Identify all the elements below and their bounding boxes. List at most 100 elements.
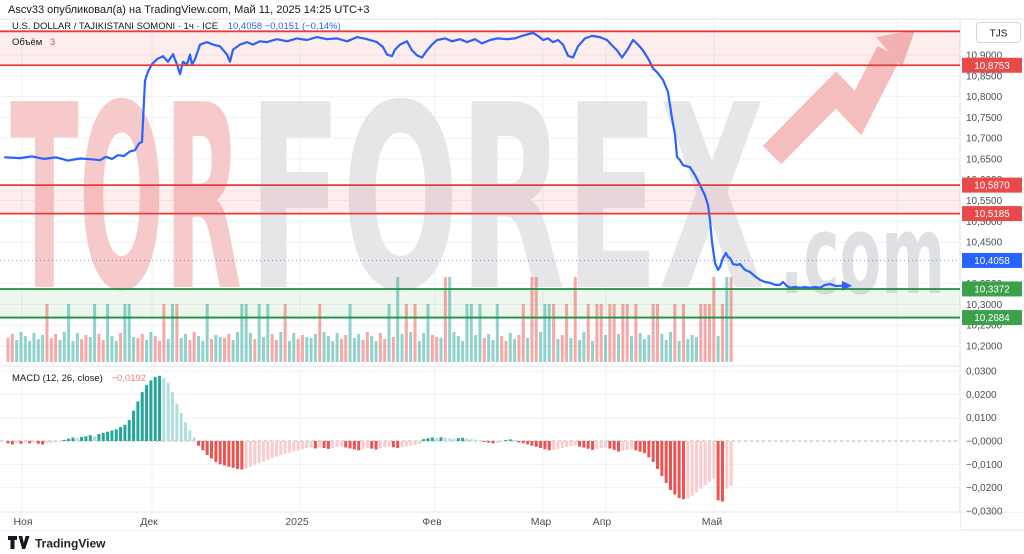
macd-tick-label: 0,0100 — [966, 413, 997, 424]
tradingview-logo[interactable]: TradingView — [8, 536, 106, 551]
macd-bar — [391, 441, 395, 448]
macd-bar — [132, 410, 136, 441]
macd-bar — [604, 441, 608, 448]
macd-legend-label: MACD (12, 26, close) — [12, 373, 103, 384]
volume-bar — [158, 341, 162, 362]
volume-bar — [84, 335, 88, 362]
macd-bar — [339, 441, 343, 447]
price-tick-label: 10,5000 — [966, 217, 1003, 228]
resistance-price-tag-box — [962, 206, 1022, 222]
macd-bar — [664, 441, 668, 483]
volume-bar — [582, 332, 586, 362]
volume-bar — [604, 335, 608, 362]
macd-bar — [378, 441, 382, 449]
macd-bar — [93, 436, 97, 441]
macd-bar — [348, 441, 352, 449]
volume-bar — [391, 337, 395, 362]
volume-bar — [526, 338, 530, 362]
macd-bar — [15, 441, 19, 444]
resistance-price-tag-box — [962, 57, 1022, 73]
macd-bar — [413, 441, 417, 445]
volume-bar — [552, 304, 556, 362]
volume-bar — [188, 340, 192, 362]
volume-bar — [197, 336, 201, 362]
macd-bar — [617, 441, 621, 452]
macd-bar — [474, 439, 478, 441]
volume-bar — [413, 304, 417, 362]
macd-bar — [478, 440, 482, 441]
macd-bar — [370, 441, 374, 449]
macd-bar — [97, 434, 101, 441]
volume-bar — [244, 304, 248, 362]
macd-bar — [179, 413, 183, 441]
volume-bar — [495, 304, 499, 362]
macd-bar — [547, 441, 551, 451]
resistance-price-tag-text: 10,8753 — [974, 61, 1010, 72]
volume-bar — [699, 304, 703, 362]
volume-bar — [296, 339, 300, 362]
volume-bar — [171, 304, 175, 362]
time-scale-area[interactable] — [0, 513, 960, 530]
macd-bar — [487, 441, 491, 443]
macd-bar — [707, 441, 711, 482]
volume-bar — [651, 304, 655, 362]
volume-bar — [184, 334, 188, 362]
volume-bar — [578, 340, 582, 362]
volume-bar — [162, 304, 166, 362]
volume-bar — [101, 340, 105, 362]
volume-bar — [469, 304, 473, 362]
macd-bar — [305, 441, 309, 448]
macd-bar — [552, 441, 556, 450]
macd-bar — [491, 441, 495, 444]
macd-bar — [508, 439, 512, 441]
volume-bar — [240, 304, 244, 362]
macd-bar — [287, 441, 291, 453]
macd-bar — [227, 441, 231, 467]
macd-bar — [266, 441, 270, 460]
volume-bar — [387, 304, 391, 362]
macd-bar — [110, 430, 114, 441]
volume-bar — [439, 338, 443, 362]
macd-bar — [309, 441, 313, 448]
volume-bar — [573, 277, 577, 362]
volume-bar — [703, 304, 707, 362]
volume-bar — [309, 338, 313, 362]
macd-bar — [725, 441, 729, 489]
macd-bar — [465, 438, 469, 441]
volume-bar — [201, 341, 205, 362]
volume-bar — [478, 304, 482, 362]
macd-bar — [660, 441, 664, 476]
volume-bar — [686, 339, 690, 362]
macd-bar — [448, 438, 452, 441]
symbol-legend: U.S. DOLLAR / TAJIKISTANI SOMONI · 1ч · … — [12, 21, 341, 32]
macd-bar — [404, 441, 408, 447]
volume-bar — [435, 337, 439, 362]
tradingview-logo-icon-v — [18, 536, 30, 549]
volume-bar — [287, 341, 291, 362]
volume-legend: Объём 3 — [12, 37, 55, 48]
currency-button[interactable]: TJS — [976, 22, 1021, 43]
volume-bar — [643, 339, 647, 362]
macd-bar — [443, 437, 447, 441]
volume-bar — [422, 333, 426, 362]
macd-bar — [223, 441, 226, 466]
macd-bar — [162, 378, 166, 441]
volume-bar — [694, 337, 698, 362]
currency-button-box[interactable] — [976, 22, 1021, 43]
price-tick-label: 10,9000 — [966, 51, 1003, 62]
macd-bar — [6, 441, 10, 444]
volume-bar — [32, 333, 36, 362]
volume-bar — [569, 338, 573, 362]
macd-bar — [54, 441, 58, 443]
volume-bar — [474, 335, 478, 362]
volume-bar — [482, 338, 486, 362]
macd-bar — [248, 441, 252, 467]
macd-bar — [322, 441, 326, 448]
macd-legend: MACD (12, 26, close) −0,0192 — [12, 373, 146, 384]
resistance-zone-fill — [0, 31, 960, 66]
volume-bar — [452, 332, 456, 362]
macd-bar — [136, 401, 140, 441]
volume-bar — [132, 337, 136, 362]
macd-bar — [565, 441, 569, 448]
